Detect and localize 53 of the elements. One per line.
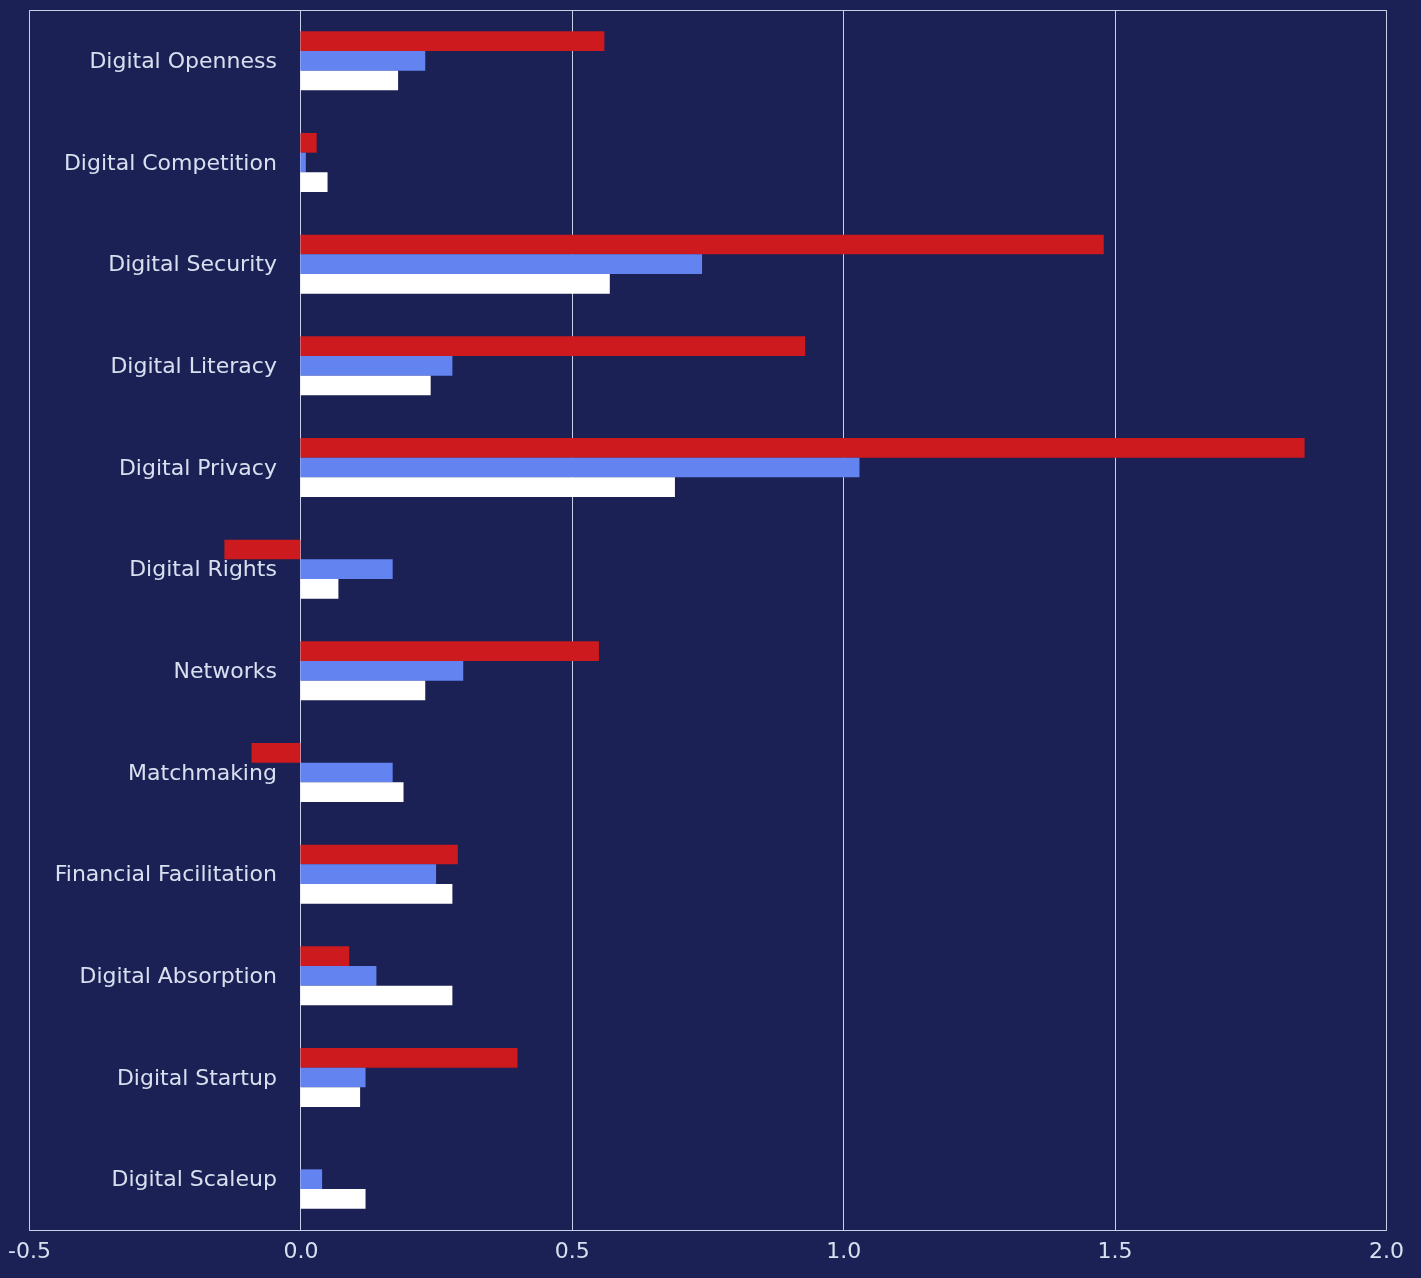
bar — [300, 661, 464, 681]
bar — [300, 336, 806, 357]
y-tick-label: Financial Facilitation — [54, 861, 277, 887]
bar — [300, 559, 393, 579]
y-tick-label: Matchmaking — [128, 759, 277, 785]
x-tick-label: 1.5 — [1097, 1237, 1133, 1263]
bar — [300, 782, 404, 802]
bar — [300, 457, 860, 478]
bar — [300, 1067, 366, 1088]
bar — [300, 985, 453, 1006]
bar — [300, 966, 377, 986]
bar — [300, 641, 599, 662]
bar — [300, 375, 431, 396]
bar — [300, 133, 317, 153]
bar — [300, 356, 453, 376]
bar — [300, 883, 453, 904]
bar — [300, 172, 328, 192]
y-tick-label: Digital Security — [108, 251, 277, 277]
bar — [300, 762, 393, 783]
y-tick-label: Digital Privacy — [118, 454, 277, 480]
bar — [300, 1087, 361, 1107]
bar — [300, 578, 339, 599]
y-tick-label: Digital Openness — [89, 47, 277, 73]
x-tick-label: 0.5 — [554, 1237, 590, 1263]
y-tick-label: Digital Absorption — [79, 962, 277, 988]
y-tick-label: Digital Startup — [116, 1064, 277, 1090]
x-tick-label: 1.0 — [826, 1237, 862, 1263]
bar — [300, 844, 458, 865]
bar — [300, 680, 426, 701]
bar — [300, 864, 437, 884]
bar — [300, 70, 399, 91]
bar — [300, 1169, 323, 1189]
bar — [300, 438, 1305, 458]
x-tick-label: -0.5 — [8, 1237, 51, 1263]
bar — [224, 539, 301, 560]
x-tick-label: 2.0 — [1369, 1237, 1404, 1263]
y-tick-label: Digital Competition — [63, 149, 277, 175]
y-tick-label: Digital Scaleup — [111, 1166, 277, 1192]
bar — [300, 1048, 518, 1068]
bar — [300, 477, 675, 497]
bar — [300, 31, 605, 52]
bar — [300, 1188, 366, 1209]
bar — [251, 743, 301, 763]
bar — [300, 152, 306, 173]
y-tick-label: Networks — [173, 657, 277, 683]
bar — [300, 273, 610, 294]
bar — [300, 946, 350, 967]
bar — [300, 51, 426, 71]
bar — [300, 234, 1104, 255]
x-tick-label: 0.0 — [283, 1237, 319, 1263]
y-tick-label: Digital Rights — [129, 556, 277, 582]
y-tick-label: Digital Literacy — [110, 352, 277, 378]
bar — [300, 254, 703, 274]
